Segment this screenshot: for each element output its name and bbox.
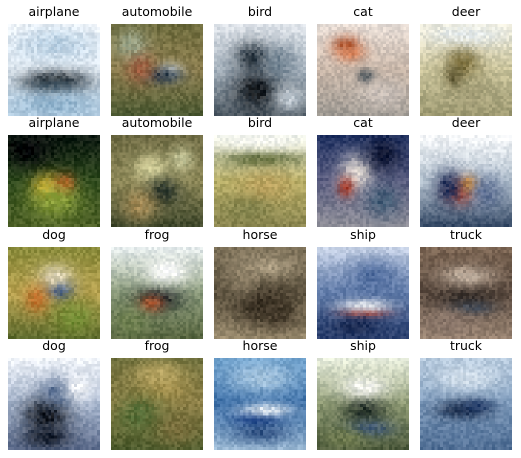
class-label: bird (214, 113, 306, 133)
generated-sample-image (214, 24, 306, 116)
generated-sample-image (8, 358, 100, 450)
class-label: bird (214, 2, 306, 22)
sample-image-pixels (111, 24, 203, 116)
sample-cell: ship (317, 225, 409, 339)
class-label: airplane (8, 113, 100, 133)
class-label: automobile (111, 2, 203, 22)
generated-sample-image (111, 358, 203, 450)
generated-sample-image (420, 247, 512, 339)
generated-sample-image (8, 247, 100, 339)
sample-image-pixels (420, 247, 512, 339)
sample-image-pixels (214, 135, 306, 227)
generated-sample-image (214, 247, 306, 339)
sample-cell: automobile (111, 113, 203, 227)
sample-cell: frog (111, 225, 203, 339)
sample-cell: truck (420, 225, 512, 339)
class-label: airplane (8, 2, 100, 22)
sample-cell: bird (214, 113, 306, 227)
class-label: deer (420, 113, 512, 133)
sample-image-pixels (214, 24, 306, 116)
sample-image-pixels (8, 358, 100, 450)
sample-cell: automobile (111, 2, 203, 116)
class-label: cat (317, 113, 409, 133)
sample-cell: horse (214, 336, 306, 450)
sample-image-pixels (8, 247, 100, 339)
generated-sample-image (111, 135, 203, 227)
sample-image-pixels (317, 358, 409, 450)
class-label: ship (317, 336, 409, 356)
sample-cell: deer (420, 2, 512, 116)
sample-image-pixels (420, 358, 512, 450)
class-label: dog (8, 225, 100, 245)
generated-sample-image (420, 358, 512, 450)
sample-cell: airplane (8, 113, 100, 227)
class-label: truck (420, 225, 512, 245)
sample-image-pixels (214, 358, 306, 450)
sample-cell: dog (8, 225, 100, 339)
sample-image-pixels (111, 358, 203, 450)
sample-cell: frog (111, 336, 203, 450)
generated-sample-image (420, 24, 512, 116)
generated-sample-image (8, 24, 100, 116)
sample-image-pixels (317, 247, 409, 339)
sample-cell: bird (214, 2, 306, 116)
sample-image-pixels (111, 135, 203, 227)
class-label: frog (111, 225, 203, 245)
class-label: cat (317, 2, 409, 22)
generated-sample-image (317, 247, 409, 339)
generated-sample-image (420, 135, 512, 227)
sample-cell: cat (317, 2, 409, 116)
sample-image-pixels (317, 24, 409, 116)
sample-image-pixels (317, 135, 409, 227)
sample-image-pixels (420, 24, 512, 116)
sample-cell: ship (317, 336, 409, 450)
generated-sample-image (214, 135, 306, 227)
sample-image-pixels (8, 24, 100, 116)
generated-sample-image (214, 358, 306, 450)
sample-image-pixels (8, 135, 100, 227)
generated-sample-image (111, 247, 203, 339)
class-label: horse (214, 225, 306, 245)
sample-cell: horse (214, 225, 306, 339)
generated-sample-image (317, 135, 409, 227)
generated-sample-image (317, 358, 409, 450)
sample-image-pixels (111, 247, 203, 339)
class-label: ship (317, 225, 409, 245)
class-label: horse (214, 336, 306, 356)
sample-image-pixels (214, 247, 306, 339)
class-label: deer (420, 2, 512, 22)
sample-cell: dog (8, 336, 100, 450)
sample-image-pixels (420, 135, 512, 227)
generated-sample-image (317, 24, 409, 116)
class-label: frog (111, 336, 203, 356)
class-label: automobile (111, 113, 203, 133)
sample-cell: airplane (8, 2, 100, 116)
class-label: dog (8, 336, 100, 356)
generated-sample-image (8, 135, 100, 227)
sample-cell: deer (420, 113, 512, 227)
sample-cell: truck (420, 336, 512, 450)
generated-sample-image (111, 24, 203, 116)
class-label: truck (420, 336, 512, 356)
sample-cell: cat (317, 113, 409, 227)
